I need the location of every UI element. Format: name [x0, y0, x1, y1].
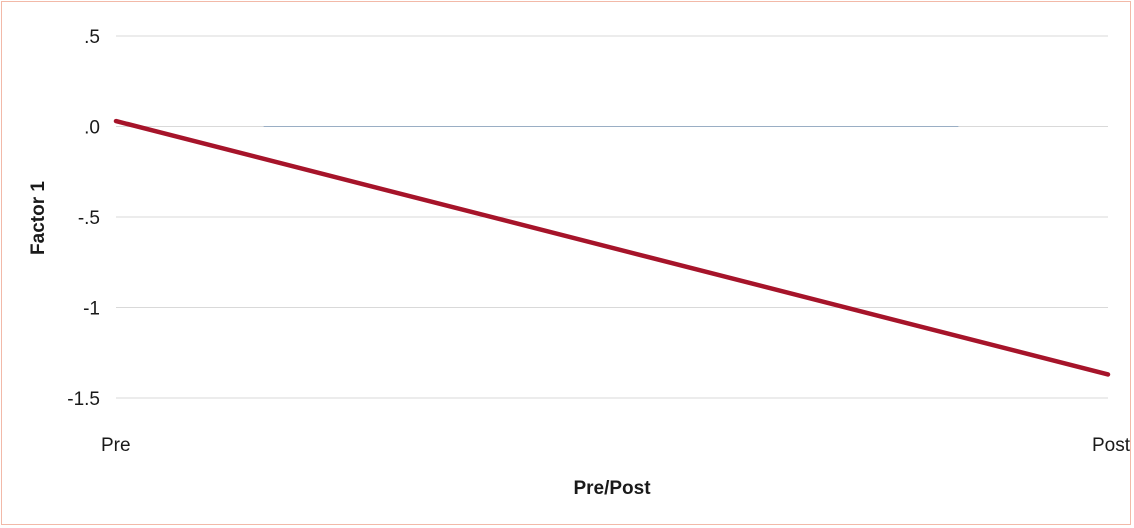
- gridlines: [116, 35, 1108, 399]
- y-tick-labels: .5 .0 -.5 -1 -1.5: [67, 27, 100, 410]
- series-lines: [113, 118, 1111, 377]
- x-tick-label: Pre: [101, 435, 131, 456]
- y-tick-label: -1: [83, 299, 100, 320]
- x-tick-labels: Pre Post: [101, 435, 1131, 456]
- y-tick-label: .5: [84, 27, 100, 48]
- y-tick-label: .0: [84, 118, 100, 139]
- x-tick-label: Post: [1092, 435, 1131, 456]
- x-axis-title: Pre/Post: [573, 478, 651, 499]
- y-tick-label: -.5: [78, 208, 100, 229]
- y-tick-label: -1.5: [67, 389, 100, 410]
- series-line-factor1: [113, 118, 1111, 377]
- y-axis-title: Factor 1: [28, 181, 49, 255]
